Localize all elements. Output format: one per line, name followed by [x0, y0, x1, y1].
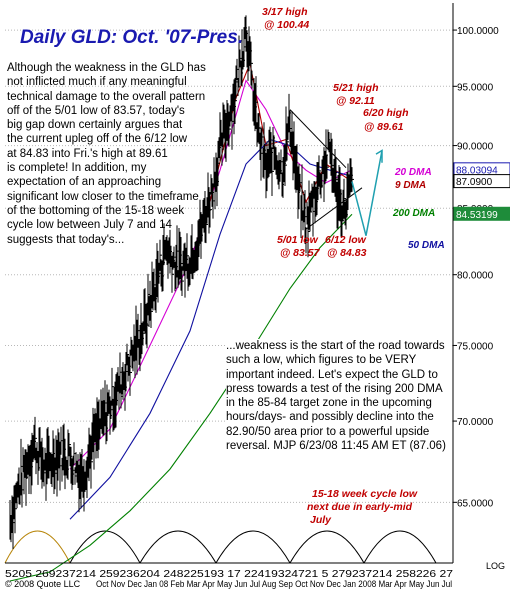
annotation-612-low-value: @ 84.83	[327, 247, 367, 259]
commentary-bottom-line: press towards a test of the rising 200 D…	[226, 382, 443, 395]
annotation-521-high-value: @ 92.11	[336, 95, 375, 107]
annotation-cycle-low-2: next due in early-mid	[307, 501, 413, 513]
commentary-top-line: at 84.83 into Fri.'s high at 89.61	[7, 147, 168, 160]
commentary-bottom-line: such a low, which figures to be VERY	[226, 354, 417, 367]
y-tick-label: 65.0000	[457, 498, 494, 509]
annotation-317-high: 3/17 high	[262, 6, 308, 18]
annotations: 3/17 high @ 100.44 5/21 high @ 92.11 6/2…	[262, 6, 418, 526]
cycle-arc	[215, 530, 291, 564]
commentary-top-line: the current upleg off of the 6/12 low	[7, 133, 188, 146]
price-series	[9, 15, 354, 550]
trend-drawings	[289, 109, 383, 236]
annotation-cycle-low-3: July	[310, 514, 332, 526]
ma-label-200dma: 200 DMA	[392, 208, 435, 219]
annotation-501-low: 5/01 low	[277, 234, 319, 246]
commentary-bottom: ...weakness is the start of the road tow…	[226, 339, 452, 454]
annotation-317-high-value: @ 100.44	[264, 19, 309, 31]
chart-title: Daily GLD: Oct. '07-Pres.	[20, 27, 243, 48]
value-box	[453, 174, 510, 189]
commentary-top-line: not inflicted much if any meaningful	[7, 76, 187, 89]
projection-arrowhead	[375, 149, 383, 163]
commentary-top-line: suggests that today's...	[7, 233, 125, 246]
cycle-arcs	[4, 530, 437, 564]
commentary-top-line: cycle low between July 7 and 14	[7, 219, 172, 232]
value-box-label: 84.53199	[456, 210, 498, 221]
commentary-top-line: Although the weakness in the GLD has	[7, 62, 206, 74]
log-scale-label: LOG	[486, 561, 505, 571]
annotation-612-low: 6/12 low	[325, 234, 367, 246]
cycle-arc	[363, 530, 437, 564]
projection-path	[351, 150, 383, 236]
annotation-620-high: 6/20 high	[363, 107, 409, 119]
copyright: © 2008 Quote LLC	[5, 579, 81, 589]
wedge-lower-line	[305, 187, 363, 230]
series-line	[9, 213, 353, 582]
ma-label-50dma: 50 DMA	[408, 240, 445, 251]
value-box	[453, 206, 510, 221]
commentary-bottom-line: reversal. MJP 6/23/08 11:45 AM ET (87.06…	[226, 440, 446, 453]
wedge-upper-line	[289, 109, 347, 169]
commentary-top-line: off of the 5/01 low of 83.57, today's	[7, 104, 185, 117]
commentary-top-line: is complete! In addition, my	[7, 162, 147, 175]
commentary-top-line: big gap down certainly argues that	[7, 119, 183, 132]
y-tick-label: 95.0000	[457, 82, 494, 93]
cycle-arc	[4, 530, 71, 564]
y-tick-label: 75.0000	[457, 341, 494, 352]
value-box-label: 88.03094	[456, 165, 498, 176]
y-tick-label: 100.0000	[457, 26, 499, 37]
commentary-top-line: technical damage to the overall pattern	[7, 90, 206, 103]
commentary-top-line: of the bottoming of the 15-18 week	[7, 204, 185, 217]
commentary-top: Although the weakness in the GLD has not…	[7, 61, 242, 247]
value-box-label: 87.0900	[456, 177, 493, 188]
commentary-top-line: significant low closer to the timeframe	[7, 190, 199, 203]
commentary-top-line: expectation of an approaching	[7, 176, 162, 189]
commentary-bottom-line: in the 85-84 target zone in the upcoming	[226, 397, 432, 410]
ma-labels: 20 DMA 9 DMA 200 DMA 50 DMA	[392, 167, 445, 251]
annotation-cycle-low-1: 15-18 week cycle low	[312, 488, 418, 500]
commentary-bottom-line: important indeed. Let's expect the GLD t…	[226, 368, 438, 381]
y-axis-ticks: 100.000095.000090.000085.000080.000075.0…	[453, 26, 499, 509]
cycle-arc	[139, 530, 217, 564]
commentary-bottom-line: ...weakness is the start of the road tow…	[226, 340, 445, 352]
y-tick-label: 70.0000	[457, 417, 494, 428]
commentary-bottom-line: 82.90/50 area prior to a powerful upside	[226, 425, 430, 438]
cycle-arc	[289, 530, 365, 564]
annotation-501-low-value: @ 83.57	[280, 247, 321, 259]
y-tick-label: 90.0000	[457, 142, 494, 153]
ma-label-20dma: 20 DMA	[394, 167, 432, 178]
y-tick-label: 80.0000	[457, 271, 494, 282]
cycle-arc	[69, 530, 141, 564]
annotation-620-high-value: @ 89.61	[364, 121, 404, 133]
commentary-bottom-line: hours/days- and possibly decline into th…	[226, 411, 434, 424]
x-axis-day-labels: 5205 269237214 259236204 248225193 17 22…	[5, 569, 454, 580]
annotation-521-high: 5/21 high	[333, 82, 379, 94]
ma-label-9dma: 9 DMA	[395, 180, 426, 191]
x-axis-month-labels: Oct Nov Dec Jan 08 Feb Mar Apr May Jun J…	[96, 579, 452, 589]
